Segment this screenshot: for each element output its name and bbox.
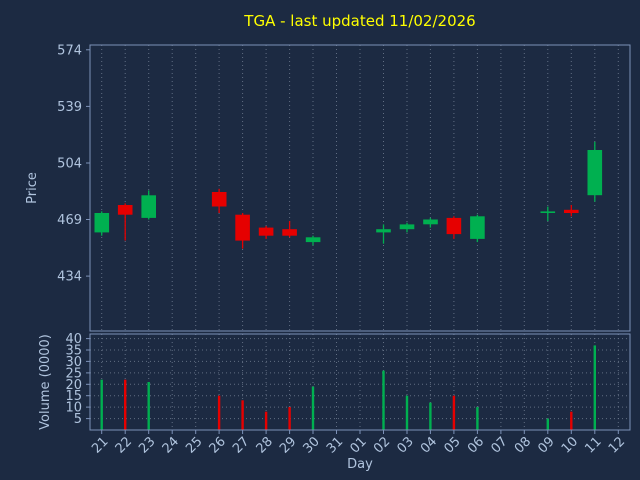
volume-tick-label: 15 bbox=[65, 389, 82, 404]
volume-bar bbox=[570, 411, 573, 430]
chart-title: TGA - last updated 11/02/2026 bbox=[243, 12, 475, 30]
candle-body bbox=[587, 150, 603, 196]
candle-body bbox=[94, 213, 110, 233]
candles bbox=[94, 141, 603, 249]
x-axis-label: Day bbox=[347, 457, 373, 472]
candle-body bbox=[446, 217, 462, 235]
candle-body bbox=[399, 224, 415, 230]
volume-bar bbox=[452, 395, 456, 430]
volume-axis-label: Volume (0000) bbox=[38, 334, 53, 430]
volume-bar bbox=[264, 411, 268, 430]
price-axis-label: Price bbox=[25, 172, 40, 204]
volume-bar bbox=[405, 395, 409, 430]
price-tick-label: 469 bbox=[57, 213, 82, 228]
volume-tick-label: 30 bbox=[65, 355, 82, 370]
price-tick-labels: 574 539 504 469 434 bbox=[57, 43, 90, 285]
candle-body bbox=[141, 195, 156, 218]
volume-bar bbox=[546, 418, 549, 430]
price-tick-label: 434 bbox=[57, 270, 82, 285]
volume-tick-label: 25 bbox=[65, 366, 82, 381]
volume-bar bbox=[382, 370, 385, 430]
price-tick-label: 539 bbox=[57, 100, 82, 115]
candle-body bbox=[305, 237, 321, 243]
candle-body bbox=[117, 205, 133, 215]
candle-body bbox=[258, 227, 274, 236]
volume-bar bbox=[429, 402, 432, 430]
volume-tick-label: 35 bbox=[65, 344, 82, 359]
candle-body bbox=[235, 214, 250, 241]
candle-body bbox=[540, 211, 556, 213]
volume-bar bbox=[311, 386, 315, 430]
price-tick-label: 504 bbox=[57, 157, 82, 172]
volume-bar bbox=[100, 379, 103, 430]
volume-tick-label: 20 bbox=[65, 378, 82, 393]
volume-bar bbox=[217, 395, 221, 430]
candle-body bbox=[470, 216, 485, 239]
volume-tick-label: 40 bbox=[65, 332, 82, 347]
candle-body bbox=[376, 229, 391, 233]
volume-bar bbox=[124, 379, 127, 430]
candle-body bbox=[282, 229, 297, 236]
candle-body bbox=[211, 192, 227, 207]
volume-bar bbox=[476, 407, 479, 430]
volume-tick-label: 10 bbox=[65, 401, 82, 416]
volume-bar bbox=[593, 345, 596, 430]
volume-bars bbox=[100, 345, 596, 430]
volume-bar bbox=[147, 382, 150, 430]
volume-bar bbox=[288, 407, 291, 430]
volume-bar bbox=[241, 400, 244, 430]
candle-body bbox=[423, 219, 438, 225]
candle-body bbox=[564, 209, 579, 213]
volume-tick-label: 5 bbox=[74, 412, 82, 427]
price-tick-label: 574 bbox=[57, 43, 82, 58]
